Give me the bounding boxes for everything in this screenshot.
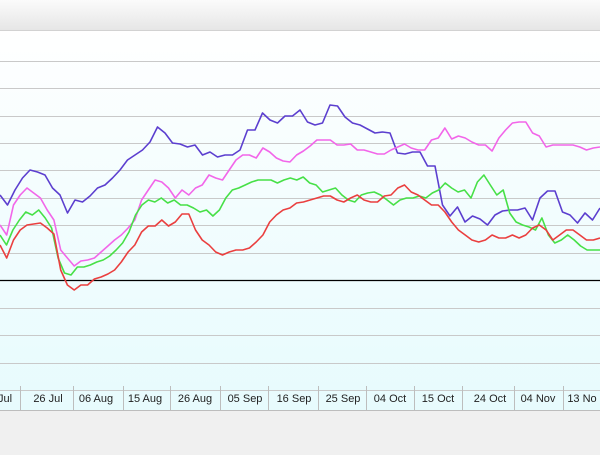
x-tick-label: 25 Sep	[326, 393, 361, 405]
x-tick-label: 26 Jul	[33, 393, 62, 405]
x-tick-label: 06 Aug	[79, 393, 113, 405]
footer-bar	[0, 430, 600, 450]
x-tick-label: 04 Nov	[521, 393, 556, 405]
plot-area	[0, 30, 600, 410]
series-line-1	[0, 104, 600, 226]
x-tick-label: 16 Sep	[277, 393, 312, 405]
x-tick-label: 15 Aug	[128, 393, 162, 405]
x-tick-label: 13 No	[567, 393, 596, 405]
x-tick-label: 04 Oct	[374, 393, 406, 405]
series-line-2	[0, 121, 600, 267]
series-line-3	[0, 174, 600, 276]
series-line-4	[0, 184, 600, 291]
x-tick-label: 26 Aug	[178, 393, 212, 405]
x-tick-label: 05 Sep	[228, 393, 263, 405]
x-tick-label: 24 Oct	[474, 393, 506, 405]
x-tick-label: 15 Oct	[422, 393, 454, 405]
x-tick-label: Jul	[0, 393, 12, 405]
window-top-bar	[0, 0, 600, 30]
